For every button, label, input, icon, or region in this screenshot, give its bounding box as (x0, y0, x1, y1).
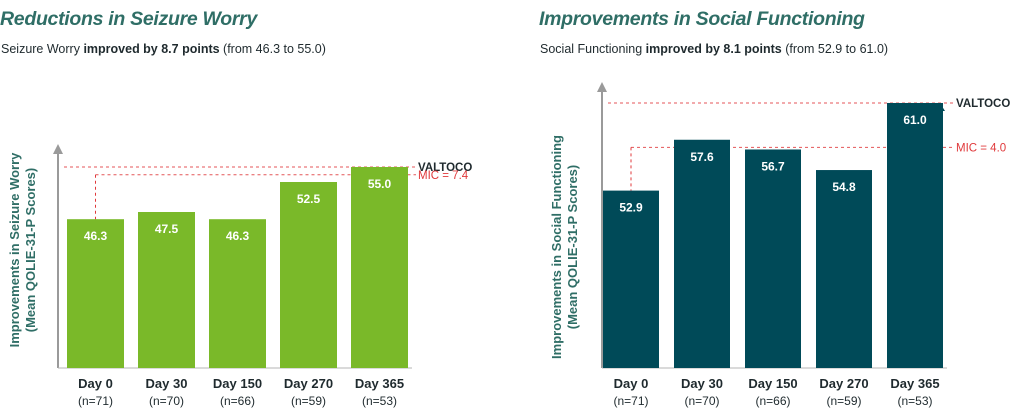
bar-value-label: 55.0 (368, 177, 392, 191)
x-tick-label: Day 270 (819, 376, 868, 391)
improvement-arrow-head (935, 102, 945, 111)
seizure-worry-panel: Reductions in Seizure Worry Seizure Worr… (0, 8, 472, 408)
subtitle-emphasis: improved by 8.1 points (645, 42, 782, 56)
x-tick-n-label: (n=70) (149, 394, 184, 408)
bar-value-label: 61.0 (903, 113, 927, 127)
bar-day-30 (138, 212, 195, 368)
mic-label: MIC = 7.4 (418, 170, 469, 182)
bar-value-label: 46.3 (84, 229, 108, 243)
x-tick-label: Day 150 (213, 376, 262, 391)
mic-label: MIC = 4.0 (956, 142, 1006, 154)
x-tick-label: Day 150 (748, 376, 797, 391)
subtitle-prefix: Social Functioning (540, 42, 646, 56)
x-tick-label: Day 0 (78, 376, 113, 391)
bar-value-label: 52.9 (619, 201, 643, 215)
x-tick-n-label: (n=66) (755, 394, 790, 408)
bar-day-365 (351, 167, 408, 368)
chart-title: Reductions in Seizure Worry (0, 8, 258, 30)
subtitle-prefix: Seizure Worry (1, 42, 84, 56)
x-tick-n-label: (n=70) (684, 394, 719, 408)
social-functioning-chart: 52.9 Day 0 (n=71) 57.6 Day 30 (n=70) 56.7 Day 1… (597, 82, 1010, 408)
y-axis-arrowhead (597, 82, 607, 92)
bar-value-label: 52.5 (297, 192, 321, 206)
x-tick-n-label: (n=59) (291, 394, 326, 408)
bar-value-label: 46.3 (226, 229, 250, 243)
x-tick-n-label: (n=59) (826, 394, 861, 408)
subtitle-emphasis: improved by 8.7 points (83, 42, 220, 56)
brand-label: VALTOCO (418, 162, 472, 174)
x-tick-n-label: (n=71) (613, 394, 648, 408)
x-tick-label: Day 270 (284, 376, 333, 391)
bar-day-150 (209, 219, 266, 368)
chart-subtitle: Social Functioning improved by 8.1 point… (540, 42, 888, 56)
x-tick-n-label: (n=66) (220, 394, 255, 408)
seizure-worry-chart: 46.3 Day 0 (n=71) 47.5 Day 30 (n=70) 46.3 Day 1… (53, 144, 472, 408)
bar-value-label: 57.6 (690, 150, 714, 164)
chart-subtitle: Seizure Worry improved by 8.7 points (fr… (1, 42, 326, 56)
brand-label: VALTOCO (956, 98, 1010, 110)
x-tick-n-label: (n=53) (897, 394, 932, 408)
x-tick-n-label: (n=53) (362, 394, 397, 408)
bar-day-270 (816, 170, 872, 368)
x-tick-label: Day 30 (681, 376, 723, 391)
x-tick-n-label: (n=71) (78, 394, 113, 408)
social-functioning-panel: Improvements in Social Functioning Socia… (512, 0, 1024, 412)
bar-value-label: 56.7 (761, 159, 785, 173)
bar-day-150 (745, 149, 801, 368)
bar-day-365 (887, 102, 943, 369)
y-axis-arrowhead (53, 144, 63, 154)
bar-day-0 (67, 219, 124, 368)
x-tick-label: Day 0 (614, 376, 649, 391)
x-tick-label: Day 30 (146, 376, 188, 391)
bar-value-label: 54.8 (832, 180, 856, 194)
improvement-arrow-head (397, 167, 407, 175)
bar-day-30 (674, 139, 730, 368)
x-tick-label: Day 365 (890, 376, 939, 391)
subtitle-suffix: (from 52.9 to 61.0) (781, 42, 889, 56)
bar-day-270 (280, 182, 337, 368)
subtitle-suffix: (from 46.3 to 55.0) (219, 42, 326, 56)
bar-value-label: 47.5 (155, 222, 179, 236)
bar-day-0 (603, 190, 659, 368)
x-tick-label: Day 365 (355, 376, 404, 391)
chart-title: Improvements in Social Functioning (539, 8, 865, 30)
